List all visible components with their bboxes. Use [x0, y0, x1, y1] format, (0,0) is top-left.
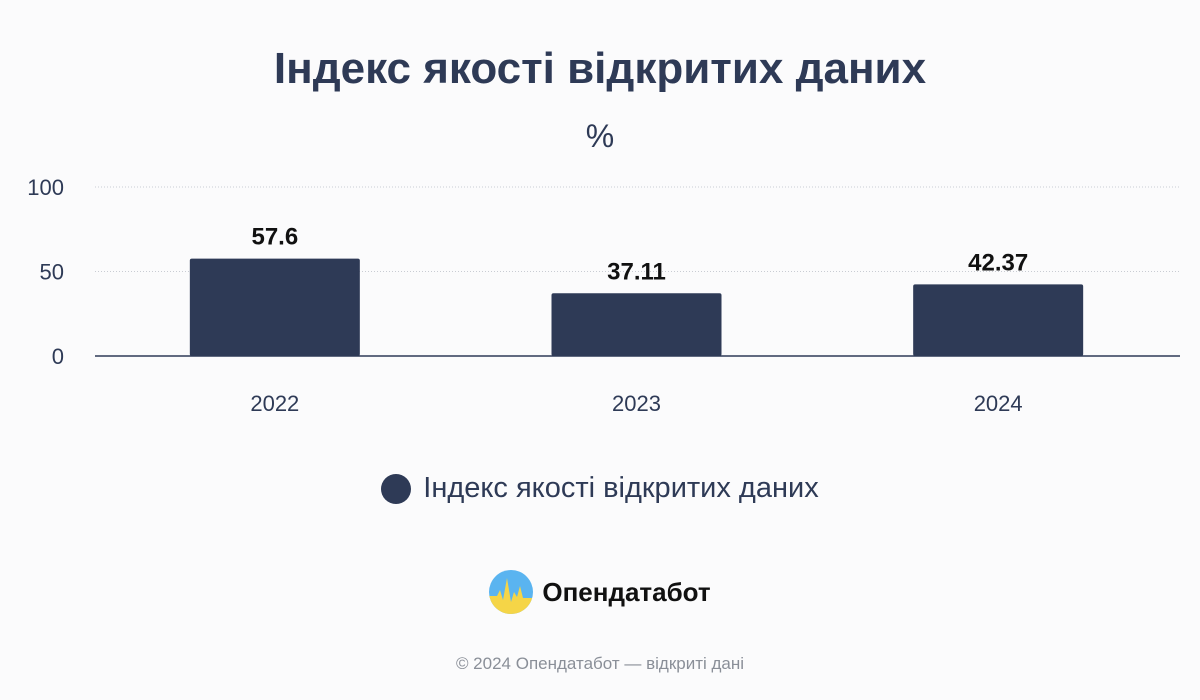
- opendatabot-logo-icon: [489, 570, 534, 614]
- chart-title: Індекс якості відкритих даних: [273, 44, 927, 93]
- legend-label: Індекс якості відкритих даних: [423, 472, 819, 504]
- bar-chart: 0 50 100 57.6 2022 37.11 2023 42.37 2024: [27, 175, 1180, 416]
- x-tick-label: 2024: [974, 391, 1023, 416]
- y-tick-label: 0: [52, 344, 64, 369]
- y-tick-label: 50: [40, 260, 64, 285]
- footer-copyright: © 2024 Опендатабот — відкриті дані: [455, 654, 745, 673]
- x-tick-label: 2023: [612, 391, 661, 416]
- chart-subtitle: %: [585, 118, 615, 154]
- legend[interactable]: Індекс якості відкритих даних: [0, 472, 1200, 505]
- brand: Опендатабот: [0, 570, 1200, 614]
- legend-marker: [381, 473, 412, 504]
- data-label: 57.6: [251, 224, 298, 251]
- x-tick-label: 2022: [250, 391, 299, 416]
- y-tick-label: 100: [27, 175, 64, 200]
- data-label: 42.37: [968, 249, 1028, 276]
- brand-name: Опендатабот: [542, 576, 711, 607]
- data-label: 37.11: [607, 258, 666, 285]
- bar: [189, 258, 360, 356]
- bar: [913, 284, 1084, 356]
- bar: [551, 293, 722, 356]
